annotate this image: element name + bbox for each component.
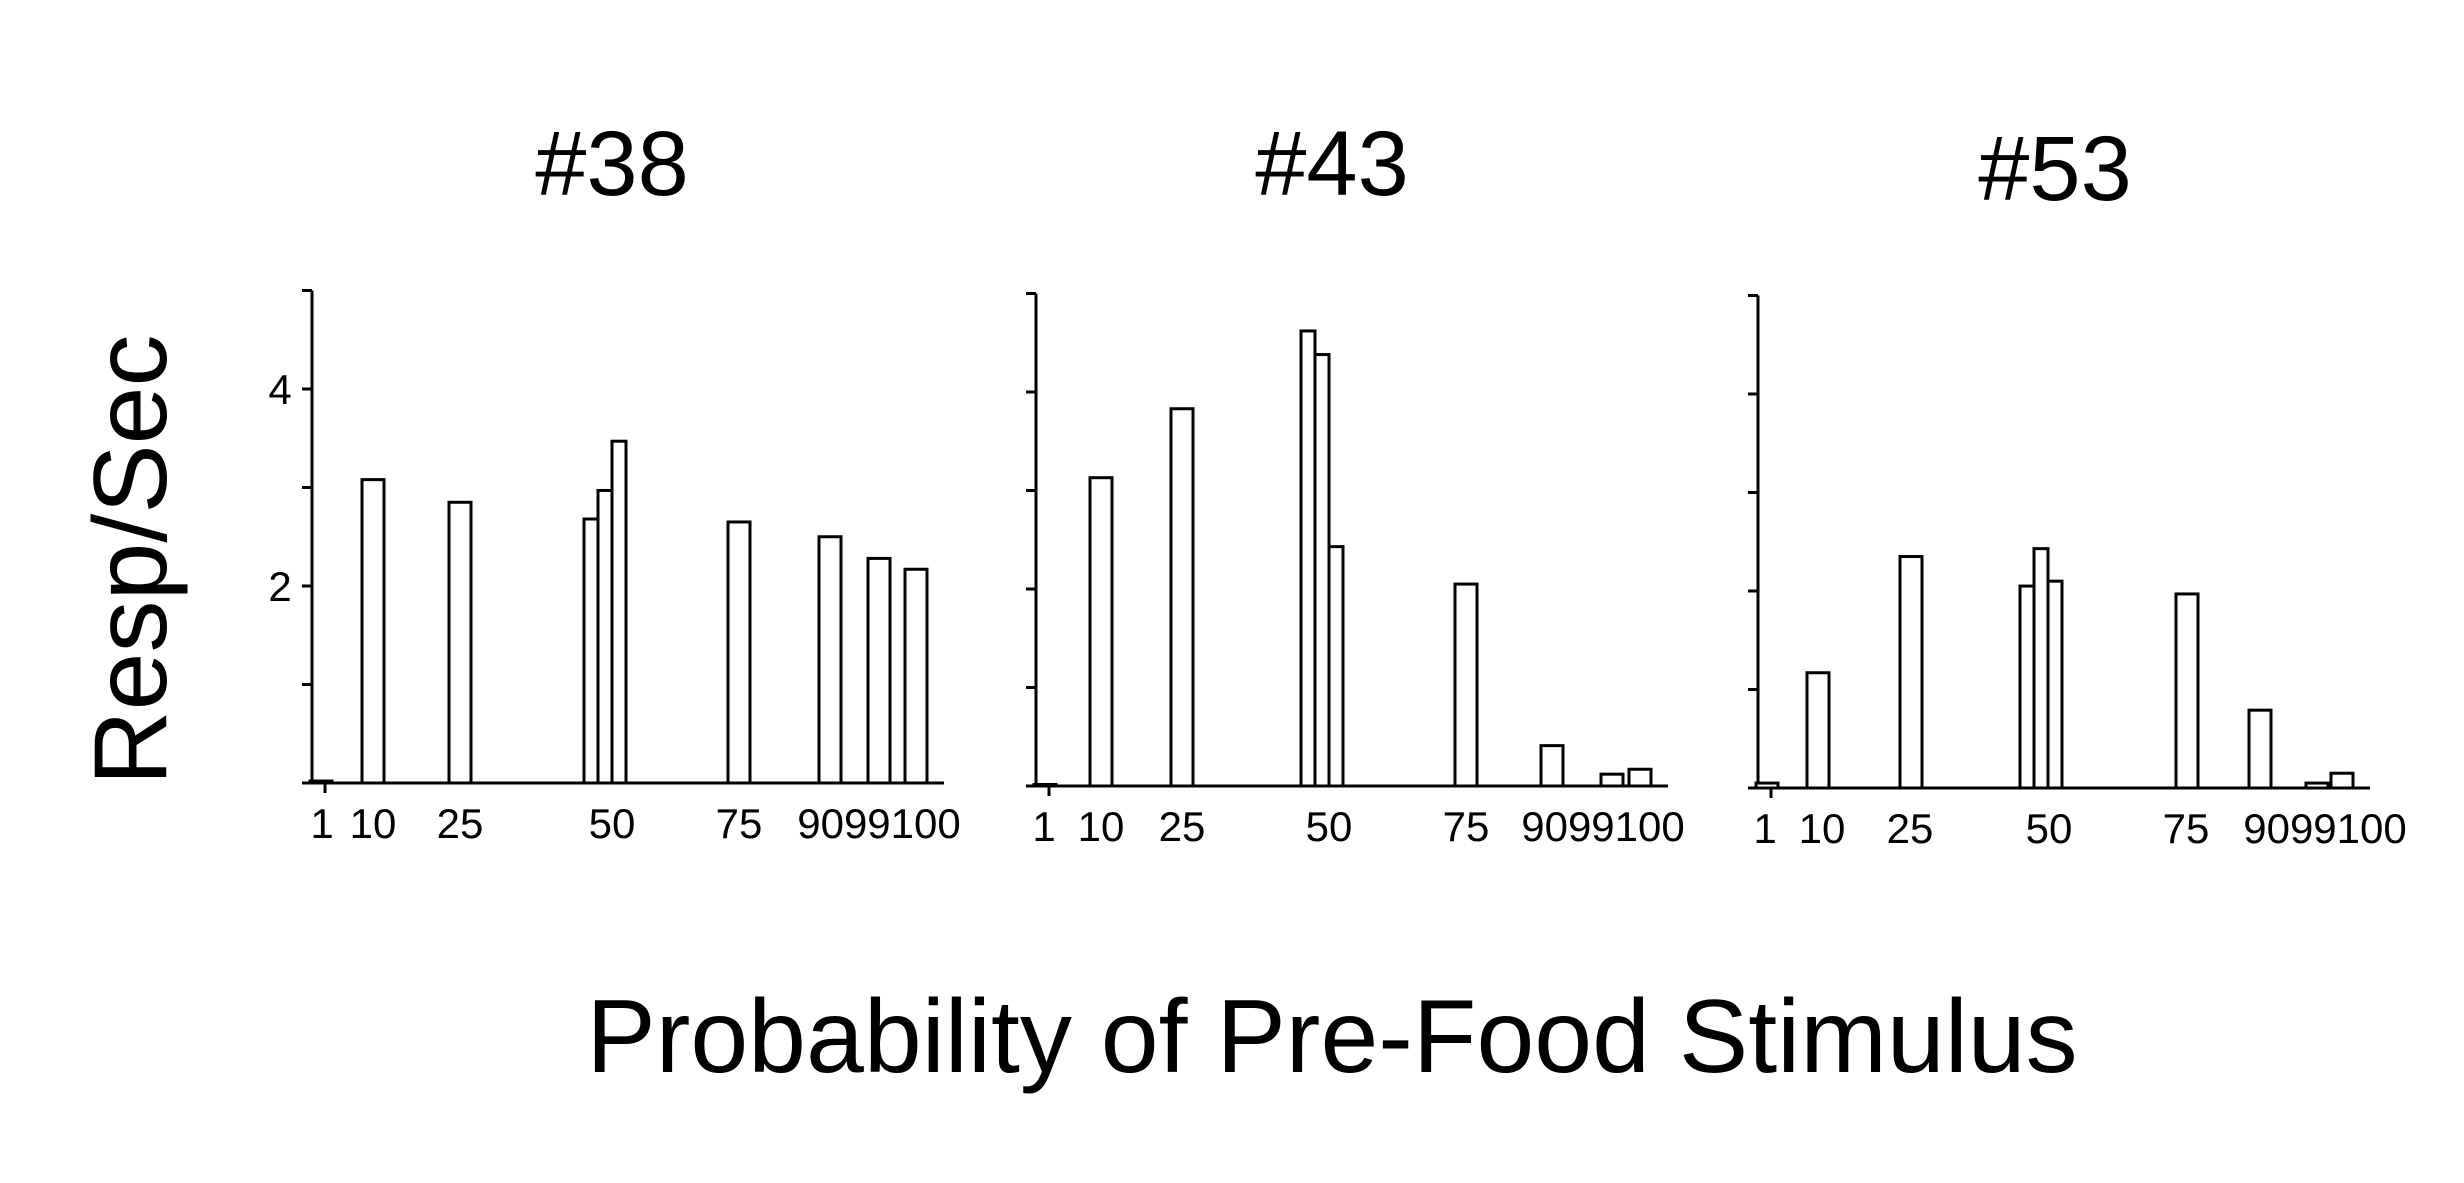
x-tick-label: 75 xyxy=(2163,805,2210,852)
bar xyxy=(1088,476,1114,788)
x-tick-label: 1 xyxy=(1032,803,1055,850)
panel-title: #53 xyxy=(1978,118,2132,220)
y-tick-label: 4 xyxy=(268,366,291,413)
chart-panel: #43 1 10 25 50 75 9099100 xyxy=(1026,113,1685,850)
bar xyxy=(2174,592,2200,790)
bar xyxy=(1805,671,1831,790)
bar xyxy=(1754,781,1780,790)
bar xyxy=(2247,708,2273,790)
x-tick-label: 50 xyxy=(1306,803,1353,850)
bar xyxy=(1032,783,1058,788)
x-tick-label: 1 xyxy=(1753,805,1776,852)
bar xyxy=(1313,353,1331,788)
bar xyxy=(360,478,386,785)
bar xyxy=(1539,744,1565,788)
x-tick-label: 1 xyxy=(310,800,333,847)
x-tick-label: 10 xyxy=(1799,805,1846,852)
y-tick-label: 2 xyxy=(268,563,291,610)
bar xyxy=(726,520,752,785)
x-tick-label: 10 xyxy=(350,800,397,847)
x-tick-label: 9099100 xyxy=(1521,803,1685,850)
bar xyxy=(1327,545,1345,788)
panel-title: #38 xyxy=(535,113,689,215)
bar xyxy=(2018,584,2036,790)
bar xyxy=(1627,767,1653,788)
x-tick-label: 9099100 xyxy=(2243,805,2407,852)
bar xyxy=(1169,407,1195,788)
x-tick-label: 50 xyxy=(2026,805,2073,852)
bar xyxy=(596,488,614,785)
x-axis-title: Probability of Pre-Food Stimulus xyxy=(586,979,2077,1095)
bar xyxy=(817,535,843,785)
bar xyxy=(2329,771,2355,790)
x-tick-label: 25 xyxy=(437,800,484,847)
bar xyxy=(1599,772,1625,788)
y-axis-title: Resp/Sec xyxy=(73,335,189,786)
panel-title: #43 xyxy=(1255,113,1409,215)
bar xyxy=(447,500,473,785)
chart-panel: #53 1 10 25 50 75 9099100 xyxy=(1748,118,2407,852)
x-tick-label: 50 xyxy=(589,800,636,847)
bar xyxy=(610,439,628,785)
x-tick-label: 25 xyxy=(1887,805,1934,852)
x-tick-label: 75 xyxy=(1443,803,1490,850)
bar xyxy=(308,779,334,785)
chart-panels: #38 2 4 1 10 25 50 75 9099100 #43 1 10 25 50 75 9099100… xyxy=(268,113,2406,852)
bar xyxy=(1453,582,1479,788)
bar xyxy=(866,556,892,785)
x-tick-label: 10 xyxy=(1078,803,1125,850)
x-tick-label: 75 xyxy=(716,800,763,847)
bar xyxy=(1898,555,1924,790)
chart-panel: #38 2 4 1 10 25 50 75 9099100 xyxy=(268,113,960,847)
bar xyxy=(903,567,929,785)
bar xyxy=(2304,781,2330,790)
bar xyxy=(582,517,600,785)
bar xyxy=(2046,579,2064,790)
bar xyxy=(2032,547,2050,790)
x-tick-label: 25 xyxy=(1159,803,1206,850)
x-tick-label: 9099100 xyxy=(797,800,961,847)
bar xyxy=(1299,329,1317,788)
